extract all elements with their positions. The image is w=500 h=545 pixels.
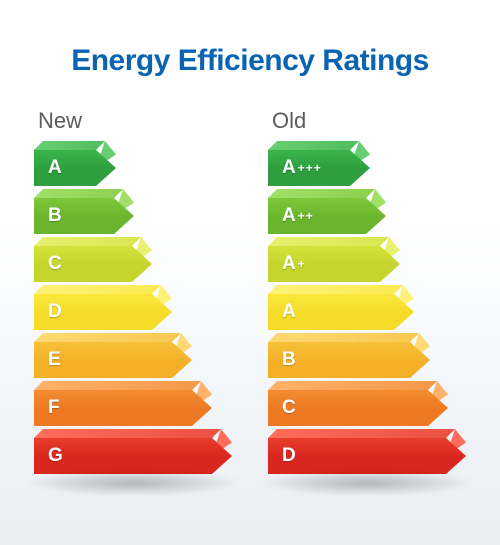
rating-bar: A (268, 294, 414, 330)
rating-bar: A++ (268, 198, 386, 234)
column-header: Old (272, 108, 466, 134)
bar-top-facet (34, 333, 192, 342)
bar-top-facet (268, 429, 466, 438)
bar-face: A+ (268, 246, 400, 282)
bar-label-super: + (298, 257, 306, 271)
bar-label: D (282, 445, 296, 467)
bar-top-facet (34, 237, 152, 246)
bar-top-facet (34, 429, 232, 438)
bar-top-facet (268, 333, 430, 342)
bar-top-facet (268, 189, 386, 198)
rating-bar: A (34, 150, 116, 186)
bar-face: D (34, 294, 172, 330)
rating-bar: D (34, 294, 172, 330)
rating-bar: A+ (268, 246, 400, 282)
rating-bar: F (34, 390, 212, 426)
bar-face: B (268, 342, 430, 378)
bar-face: F (34, 390, 212, 426)
column-header: New (38, 108, 232, 134)
rating-bar: A+++ (268, 150, 370, 186)
bar-label: D (48, 301, 62, 323)
bar-label: C (48, 253, 62, 275)
rating-bar: E (34, 342, 192, 378)
bar-label: B (48, 205, 62, 227)
bar-face: G (34, 438, 232, 474)
rating-bar: D (268, 438, 466, 474)
bar-face: A (268, 294, 414, 330)
bar-top-facet (34, 285, 172, 294)
bar-label: A (282, 205, 296, 227)
bar-face: A++ (268, 198, 386, 234)
bar-face: B (34, 198, 134, 234)
rating-bar: B (34, 198, 134, 234)
bar-label: A (282, 253, 296, 275)
bar-label: C (282, 397, 296, 419)
bar-face: A+++ (268, 150, 370, 186)
bar-face: C (268, 390, 448, 426)
rating-bar: C (34, 246, 152, 282)
rating-bar: C (268, 390, 448, 426)
bar-top-facet (268, 237, 400, 246)
bar-label: B (282, 349, 296, 371)
bar-top-facet (268, 381, 448, 390)
page-title: Energy Efficiency Ratings (0, 0, 500, 78)
bar-top-facet (34, 189, 134, 198)
bar-label: F (48, 397, 60, 419)
bar-label: E (48, 349, 61, 371)
bar-label: A (48, 157, 62, 179)
rating-stack: A+++A++A+ABCD (268, 150, 466, 474)
bar-top-facet (268, 285, 414, 294)
bar-top-facet (268, 141, 370, 150)
rating-columns: NewABCDEFGOldA+++A++A+ABCD (0, 108, 500, 474)
bar-face: D (268, 438, 466, 474)
bar-label-super: ++ (298, 209, 314, 223)
bar-face: E (34, 342, 192, 378)
bar-label: A (282, 301, 296, 323)
rating-stack: A B C D E F G (34, 150, 232, 474)
rating-bar: G (34, 438, 232, 474)
bar-top-facet (34, 381, 212, 390)
bar-face: C (34, 246, 152, 282)
column-new: New A B C D E F G (34, 108, 232, 474)
bar-label: A (282, 157, 296, 179)
bar-label-super: +++ (298, 161, 322, 175)
column-old: OldA+++A++A+ABCD (268, 108, 466, 474)
bar-label: G (48, 445, 63, 467)
rating-bar: B (268, 342, 430, 378)
